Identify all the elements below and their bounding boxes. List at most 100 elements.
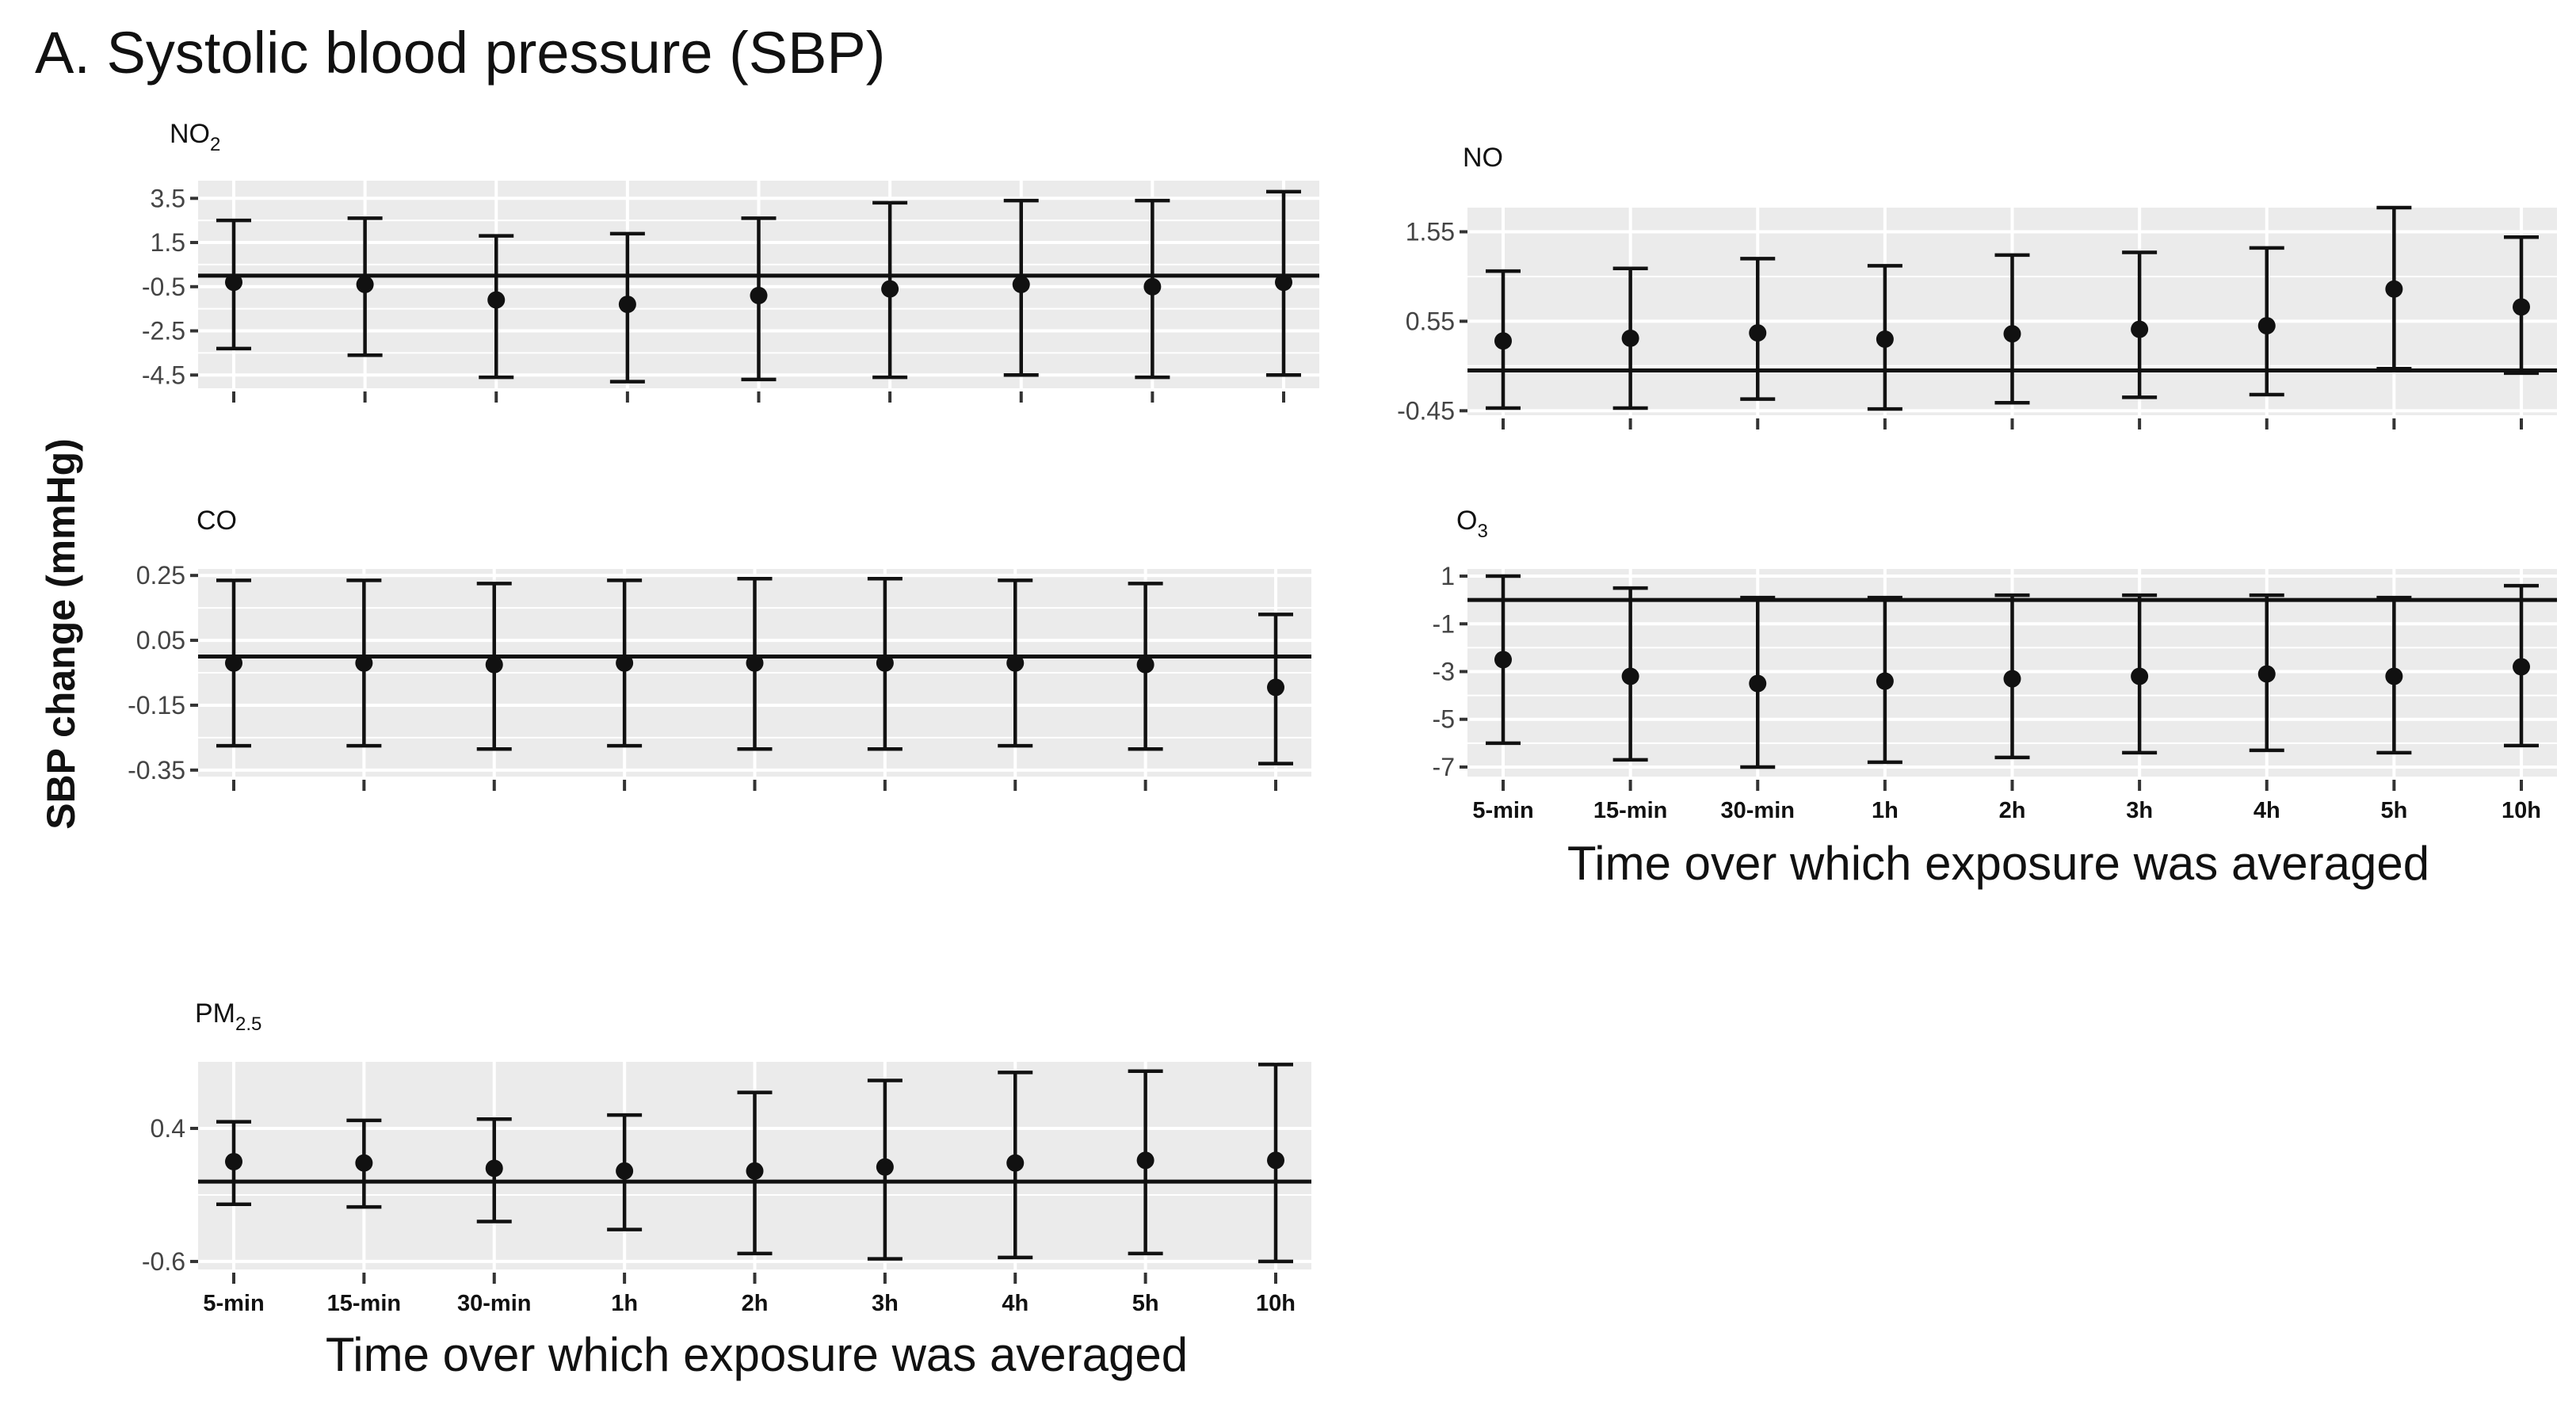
- co-point: [355, 654, 373, 672]
- pm25-point: [1267, 1151, 1284, 1170]
- o3-x-tick-label: 15-min: [1593, 798, 1667, 823]
- pm25-point: [1006, 1154, 1025, 1172]
- o3-point: [2131, 667, 2149, 685]
- o3-x-tick-label: 10h: [2502, 798, 2541, 823]
- co-y-tick-label: -0.35: [128, 756, 185, 784]
- pm25-point: [746, 1162, 764, 1180]
- pm25-x-tick-label: 4h: [1002, 1291, 1028, 1316]
- o3-point: [2513, 658, 2530, 676]
- no2-point: [1012, 276, 1030, 293]
- co-y-tick-label: -0.15: [128, 691, 185, 720]
- o3-point: [1621, 667, 1639, 685]
- no2-y-tick-label: 3.5: [151, 184, 185, 212]
- no2-point: [881, 280, 899, 298]
- panel-o3: O31-1-3-5-75-min 15-min 30-min 1h 2h 3h 4h 5h 10…: [1433, 506, 2557, 823]
- panel-co: CO 0.25 0.05 -0.15 -0.35: [128, 506, 1311, 791]
- no2-y-tick-label: -0.5: [142, 273, 185, 301]
- o3-title-sub: 3: [1477, 521, 1487, 542]
- o3-x-tick-label: 5-min: [1472, 798, 1533, 823]
- o3-x-tick-label: 3h: [2126, 798, 2153, 823]
- no-point: [2513, 298, 2530, 316]
- pm25-point: [485, 1159, 503, 1178]
- co-point: [616, 654, 634, 672]
- no-y-tick-label: -0.45: [1397, 396, 1455, 425]
- pm25-x-tick-label: 10h: [1256, 1291, 1296, 1316]
- pm25-x-tick-label: 1h: [611, 1291, 638, 1316]
- co-point: [746, 654, 764, 672]
- no2-y-tick-label: 1.5: [151, 228, 185, 257]
- no-point: [1621, 329, 1639, 347]
- co-point: [485, 655, 503, 674]
- pm25-panel-title: PM2.5: [195, 998, 261, 1035]
- no-point: [1749, 324, 1767, 342]
- no2-point: [1275, 273, 1292, 292]
- o3-point: [1876, 672, 1894, 690]
- pm25-x-tick-label: 15-min: [327, 1291, 401, 1316]
- o3-point: [1494, 651, 1512, 669]
- no-title-main: NO: [1463, 143, 1503, 173]
- pm25-x-tick-label: 3h: [872, 1291, 899, 1316]
- o3-x-tick-label: 1h: [1872, 798, 1899, 823]
- no-panel-title: NO: [1463, 143, 1503, 173]
- no2-title-sub: 2: [210, 134, 220, 155]
- no2-point: [356, 276, 374, 293]
- pm25-x-tick-label: 5h: [1132, 1291, 1159, 1316]
- o3-x-tick-label: 5h: [2380, 798, 2407, 823]
- co-point: [225, 654, 242, 672]
- no-point: [2003, 325, 2021, 343]
- no2-y-tick-label: -2.5: [142, 317, 185, 345]
- no2-title-main: NO: [170, 119, 210, 149]
- figure-title: A. Systolic blood pressure (SBP): [35, 20, 885, 86]
- no-point: [1494, 332, 1512, 350]
- pm25-point: [225, 1152, 242, 1170]
- no2-y-tick-label: -4.5: [142, 361, 185, 389]
- o3-point: [2003, 670, 2021, 688]
- pm25-x-tick-label: 30-min: [457, 1291, 531, 1316]
- x-axis-label-o3: Time over which exposure was averaged: [1567, 837, 2429, 890]
- o3-x-tick-label: 2h: [1999, 798, 2026, 823]
- y-axis-label: SBP change (mmHg): [39, 438, 83, 830]
- pm25-x-tick-label: 5-min: [203, 1291, 264, 1316]
- o3-title-main: O: [1456, 506, 1477, 536]
- x-axis-label-pm25: Time over which exposure was averaged: [326, 1328, 1188, 1381]
- no2-point: [225, 273, 242, 292]
- no2-point: [1143, 277, 1162, 296]
- pm25-y-tick-label: 0.4: [151, 1114, 185, 1143]
- o3-x-tick-label: 30-min: [1721, 798, 1795, 823]
- co-point: [1006, 654, 1025, 672]
- co-point: [1267, 678, 1284, 697]
- o3-y-tick-label: -5: [1433, 705, 1455, 734]
- no-point: [2385, 280, 2403, 298]
- pm25-y-tick-label: -0.6: [142, 1247, 185, 1276]
- panel-pm25: PM2.5 0.4 -0.6 5-min 15-min 30-min 1h 2h 3h 4h 5h 1…: [142, 998, 1311, 1316]
- co-point: [876, 654, 894, 672]
- no-y-tick-label: 1.55: [1406, 217, 1455, 246]
- o3-point: [2385, 667, 2403, 685]
- pm25-point: [355, 1154, 373, 1172]
- panel-no2: NO2 3.5 1.5 -0.5 -2.5 -4.5: [142, 119, 1319, 403]
- o3-point: [2257, 665, 2276, 683]
- co-y-tick-label: 0.25: [136, 561, 185, 590]
- o3-y-tick-label: -1: [1433, 609, 1455, 638]
- pm25-x-tick-label: 2h: [742, 1291, 769, 1316]
- o3-point: [1749, 674, 1767, 693]
- o3-y-tick-label: -3: [1433, 657, 1455, 685]
- o3-x-tick-label: 4h: [2254, 798, 2280, 823]
- pm25-point: [876, 1158, 894, 1176]
- no2-point: [750, 286, 768, 304]
- o3-panel-title: O3: [1456, 506, 1488, 542]
- pm25-title-main: PM: [195, 998, 235, 1029]
- no2-point: [618, 296, 636, 314]
- o3-y-tick-label: -7: [1433, 753, 1455, 781]
- co-title-main: CO: [197, 506, 237, 536]
- no-point: [2257, 317, 2276, 335]
- panel-no: NO 1.55 0.55 -0.45: [1397, 143, 2557, 429]
- co-panel-title: CO: [197, 506, 237, 536]
- no2-point: [487, 291, 506, 309]
- no-point: [1876, 330, 1894, 349]
- no2-panel-title: NO2: [170, 119, 220, 155]
- pm25-title-sub: 2.5: [235, 1014, 261, 1035]
- no-point: [2131, 320, 2149, 338]
- co-point: [1136, 655, 1154, 674]
